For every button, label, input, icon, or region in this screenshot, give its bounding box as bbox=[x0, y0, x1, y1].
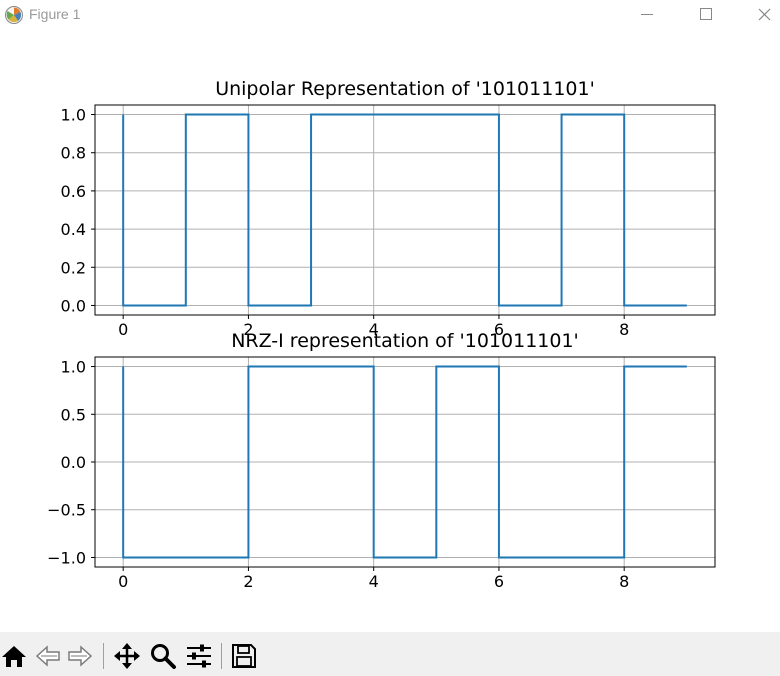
minimize-icon bbox=[641, 14, 653, 15]
y-tick-label: 1.0 bbox=[61, 358, 86, 377]
navigation-toolbar bbox=[0, 632, 780, 676]
subplot-1: 0 2 4 6 8 0.0 0.2 0.4 0.6 0.8 1.0 Unipolar Represen… bbox=[61, 78, 716, 339]
floppy-disk-icon bbox=[232, 644, 256, 668]
zoom-button[interactable] bbox=[149, 642, 177, 670]
y-tick-label: 0.5 bbox=[61, 405, 86, 424]
x-tick-label: 4 bbox=[369, 320, 379, 339]
minimize-button[interactable] bbox=[624, 0, 670, 30]
sliders-icon bbox=[187, 644, 211, 668]
close-icon bbox=[758, 8, 771, 21]
toolbar-separator bbox=[221, 643, 222, 669]
chart-title: NRZ-I representation of '101011101' bbox=[231, 330, 579, 352]
y-tick-label: 0.4 bbox=[61, 220, 86, 239]
y-tick-label: 0.8 bbox=[61, 144, 86, 163]
x-tick-label: 0 bbox=[118, 320, 128, 339]
magnifier-icon bbox=[151, 644, 176, 669]
x-tick-label: 6 bbox=[494, 572, 504, 591]
x-tick-label: 2 bbox=[243, 320, 253, 339]
x-tick-label: 0 bbox=[118, 572, 128, 591]
save-button[interactable] bbox=[230, 642, 258, 670]
y-tick-label: −1.0 bbox=[47, 548, 86, 567]
y-tick-label: −0.5 bbox=[47, 501, 86, 520]
matplotlib-logo-icon bbox=[5, 6, 23, 24]
forward-button[interactable] bbox=[66, 642, 94, 670]
back-arrow-icon bbox=[35, 645, 60, 667]
axes-frame bbox=[94, 104, 716, 316]
home-icon bbox=[2, 646, 26, 667]
back-button[interactable] bbox=[34, 642, 62, 670]
configure-subplots-button[interactable] bbox=[185, 642, 213, 670]
pan-button[interactable] bbox=[113, 642, 141, 670]
y-tick-label: 0.6 bbox=[61, 182, 86, 201]
window-title: Figure 1 bbox=[29, 6, 81, 22]
x-tick-label: 6 bbox=[494, 320, 504, 339]
y-tick-label: 0.0 bbox=[61, 453, 86, 472]
subplot-2: 0 2 4 6 8 −1.0 −0.5 0.0 0.5 1.0 NRZ-I representati… bbox=[47, 330, 716, 591]
y-tick-label: 0.0 bbox=[61, 296, 86, 315]
y-tick-label: 1.0 bbox=[61, 106, 86, 125]
title-bar: Figure 1 bbox=[0, 0, 780, 30]
move-arrows-icon bbox=[114, 643, 140, 669]
x-tick-label: 8 bbox=[619, 572, 629, 591]
y-tick-label: 0.2 bbox=[61, 258, 86, 277]
figure-canvas: 0 2 4 6 8 0.0 0.2 0.4 0.6 0.8 1.0 Unipolar Represen… bbox=[47, 78, 716, 591]
x-tick-label: 4 bbox=[369, 572, 379, 591]
forward-arrow-icon bbox=[68, 645, 93, 667]
series-line bbox=[122, 113, 687, 307]
series-line bbox=[122, 365, 687, 559]
toolbar-separator bbox=[103, 643, 104, 669]
home-button[interactable] bbox=[0, 642, 28, 670]
x-tick-label: 2 bbox=[243, 572, 253, 591]
maximize-button[interactable] bbox=[682, 0, 728, 30]
x-tick-label: 8 bbox=[619, 320, 629, 339]
chart-title: Unipolar Representation of '101011101' bbox=[215, 78, 595, 100]
close-button[interactable] bbox=[741, 0, 780, 30]
maximize-icon bbox=[700, 8, 712, 20]
